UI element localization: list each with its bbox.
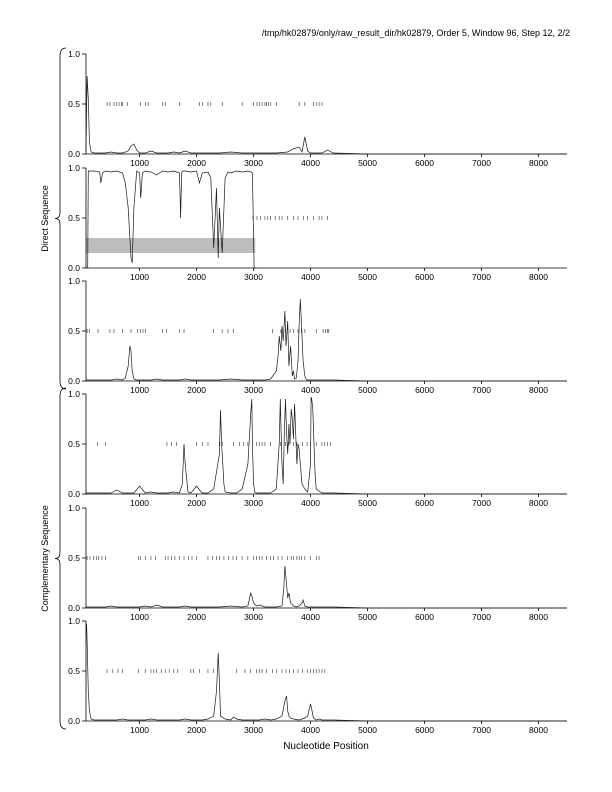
- x-tick-label: 3000: [244, 385, 263, 395]
- panels: 0.0 0.5 1.0 1000 2000 3000 4000 5000 6000 7000 800…: [68, 49, 567, 735]
- x-tick-label: 4000: [301, 158, 320, 168]
- x-tick-label: 5000: [358, 725, 377, 735]
- x-tick-label: 3000: [244, 725, 263, 735]
- x-tick-label: 2000: [187, 498, 206, 508]
- series-line: [85, 75, 567, 155]
- y-tick-label: 0.0: [68, 149, 80, 159]
- series-line: [86, 565, 567, 609]
- x-tick-label: 1000: [130, 385, 149, 395]
- x-tick-label: 4000: [301, 612, 320, 622]
- x-tick-label: 7000: [472, 158, 491, 168]
- highlight-band: [86, 238, 256, 253]
- x-tick-label: 1000: [130, 725, 149, 735]
- y-tick-label: 0.5: [68, 326, 80, 336]
- y-tick-label: 1.0: [68, 389, 80, 399]
- x-tick-label: 8000: [529, 158, 548, 168]
- panel-4: 0.0 0.5 1.0 1000 2000 3000 4000 5000 6000 7000 800…: [68, 389, 567, 508]
- y-tick-label: 0.0: [68, 263, 80, 273]
- x-tick-label: 4000: [301, 272, 320, 282]
- y-tick-label: 0.0: [68, 603, 80, 613]
- x-tick-label: 6000: [415, 385, 434, 395]
- y-tick-label: 1.0: [68, 503, 80, 513]
- x-tick-label: 5000: [358, 158, 377, 168]
- x-tick-label: 6000: [415, 158, 434, 168]
- y-tick-label: 1.0: [68, 276, 80, 286]
- x-tick-label: 7000: [472, 272, 491, 282]
- y-tick-label: 0.5: [68, 213, 80, 223]
- group-braces: Direct Sequence Complementary Sequence: [40, 47, 67, 730]
- x-tick-label: 1000: [130, 612, 149, 622]
- group-brace: [54, 47, 67, 390]
- y-tick-label: 1.0: [68, 163, 80, 173]
- x-tick-label: 6000: [415, 498, 434, 508]
- y-tick-label: 1.0: [68, 616, 80, 626]
- group-brace: [54, 387, 67, 730]
- x-tick-label: 8000: [529, 612, 548, 622]
- y-tick-label: 0.5: [68, 99, 80, 109]
- x-tick-label: 2000: [187, 725, 206, 735]
- panel-2: 0.0 0.5 1.0 1000 2000 3000 4000 5000 6000 7000 800…: [68, 163, 567, 282]
- x-tick-label: 3000: [244, 498, 263, 508]
- series-line: [85, 623, 567, 722]
- panel-1: 0.0 0.5 1.0 1000 2000 3000 4000 5000 6000 7000 800…: [68, 49, 567, 168]
- x-tick-label: 4000: [301, 498, 320, 508]
- x-tick-label: 4000: [301, 385, 320, 395]
- x-tick-label: 2000: [187, 158, 206, 168]
- x-axis-label: Nucleotide Position: [283, 741, 369, 752]
- x-tick-label: 3000: [244, 612, 263, 622]
- group-label: Complementary Sequence: [40, 505, 50, 612]
- y-tick-label: 1.0: [68, 49, 80, 59]
- panel-5: 0.0 0.5 1.0 1000 2000 3000 4000 5000 6000 7000 800…: [68, 503, 567, 622]
- x-tick-label: 1000: [130, 272, 149, 282]
- series-line: [86, 396, 567, 495]
- x-tick-label: 7000: [472, 498, 491, 508]
- panel-3: 0.0 0.5 1.0 1000 2000 3000 4000 5000 6000 7000 800…: [68, 276, 567, 395]
- x-tick-label: 6000: [415, 612, 434, 622]
- x-tick-label: 2000: [187, 385, 206, 395]
- y-tick-label: 0.5: [68, 666, 80, 676]
- x-tick-label: 7000: [472, 612, 491, 622]
- x-tick-label: 5000: [358, 272, 377, 282]
- y-tick-label: 0.0: [68, 489, 80, 499]
- x-tick-label: 7000: [472, 385, 491, 395]
- x-tick-label: 5000: [358, 498, 377, 508]
- x-tick-label: 5000: [358, 612, 377, 622]
- y-tick-label: 0.5: [68, 553, 80, 563]
- x-tick-label: 4000: [301, 725, 320, 735]
- x-tick-label: 8000: [529, 385, 548, 395]
- x-tick-label: 7000: [472, 725, 491, 735]
- x-tick-label: 3000: [244, 158, 263, 168]
- series-line: [86, 170, 257, 269]
- x-tick-label: 2000: [187, 612, 206, 622]
- group-label: Direct Sequence: [40, 185, 50, 252]
- x-tick-label: 8000: [529, 272, 548, 282]
- y-tick-label: 0.0: [68, 716, 80, 726]
- x-tick-label: 3000: [244, 272, 263, 282]
- x-tick-label: 2000: [187, 272, 206, 282]
- y-tick-label: 0.0: [68, 376, 80, 386]
- x-tick-label: 6000: [415, 725, 434, 735]
- x-tick-label: 6000: [415, 272, 434, 282]
- x-tick-label: 8000: [529, 725, 548, 735]
- y-tick-label: 0.5: [68, 439, 80, 449]
- header-title: /tmp/hk02879/only/raw_result_dir/hk02879…: [262, 28, 570, 38]
- series-line: [86, 298, 567, 382]
- x-tick-label: 1000: [130, 158, 149, 168]
- x-tick-label: 1000: [130, 498, 149, 508]
- x-tick-label: 5000: [358, 385, 377, 395]
- panel-6: 0.0 0.5 1.0 1000 2000 3000 4000 5000 6000 7000 800…: [68, 616, 567, 735]
- x-tick-label: 8000: [529, 498, 548, 508]
